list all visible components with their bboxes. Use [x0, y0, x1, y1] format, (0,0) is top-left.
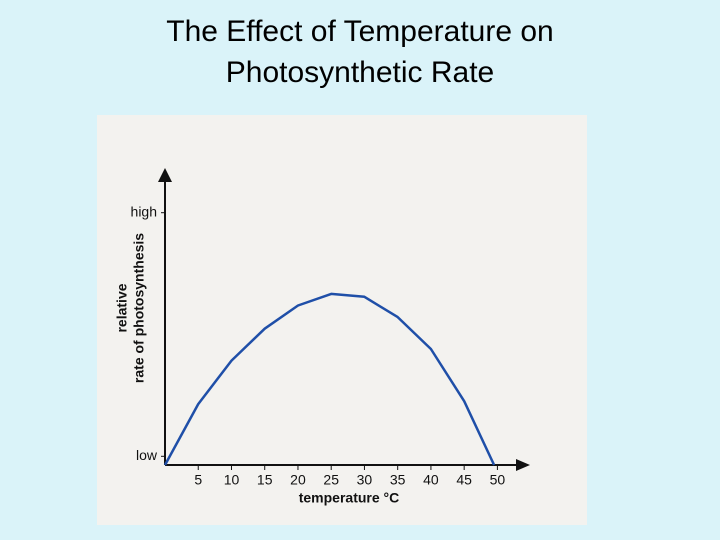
- x-tick-label: 20: [290, 472, 306, 488]
- x-tick-label: 30: [357, 472, 373, 488]
- chart-title: Photosynthetic Rate: [226, 56, 495, 89]
- x-tick-label: 45: [456, 472, 472, 488]
- y-axis-arrow: [158, 168, 172, 182]
- curve: [163, 292, 496, 466]
- x-axis-arrow: [516, 459, 530, 471]
- x-tick-label: 40: [423, 472, 439, 488]
- x-tick-label: 50: [490, 472, 506, 488]
- y-axis-label: relative rate of photosynthesis: [114, 233, 147, 383]
- x-tick-label: 35: [390, 472, 406, 488]
- chart-image-area: [97, 115, 587, 525]
- chart-title: The Effect of Temperature on: [166, 15, 553, 48]
- y-tick-label: low: [136, 447, 158, 463]
- x-axis-label: temperature °C: [299, 490, 400, 506]
- y-tick-label: high: [131, 203, 157, 219]
- x-tick-label: 5: [194, 472, 202, 488]
- y-axis-label-line: rate of photosynthesis: [131, 233, 147, 383]
- y-axis-label-line: relative: [114, 283, 130, 332]
- x-tick-label: 25: [323, 472, 339, 488]
- x-tick-label: 15: [257, 472, 273, 488]
- x-tick-label: 10: [224, 472, 240, 488]
